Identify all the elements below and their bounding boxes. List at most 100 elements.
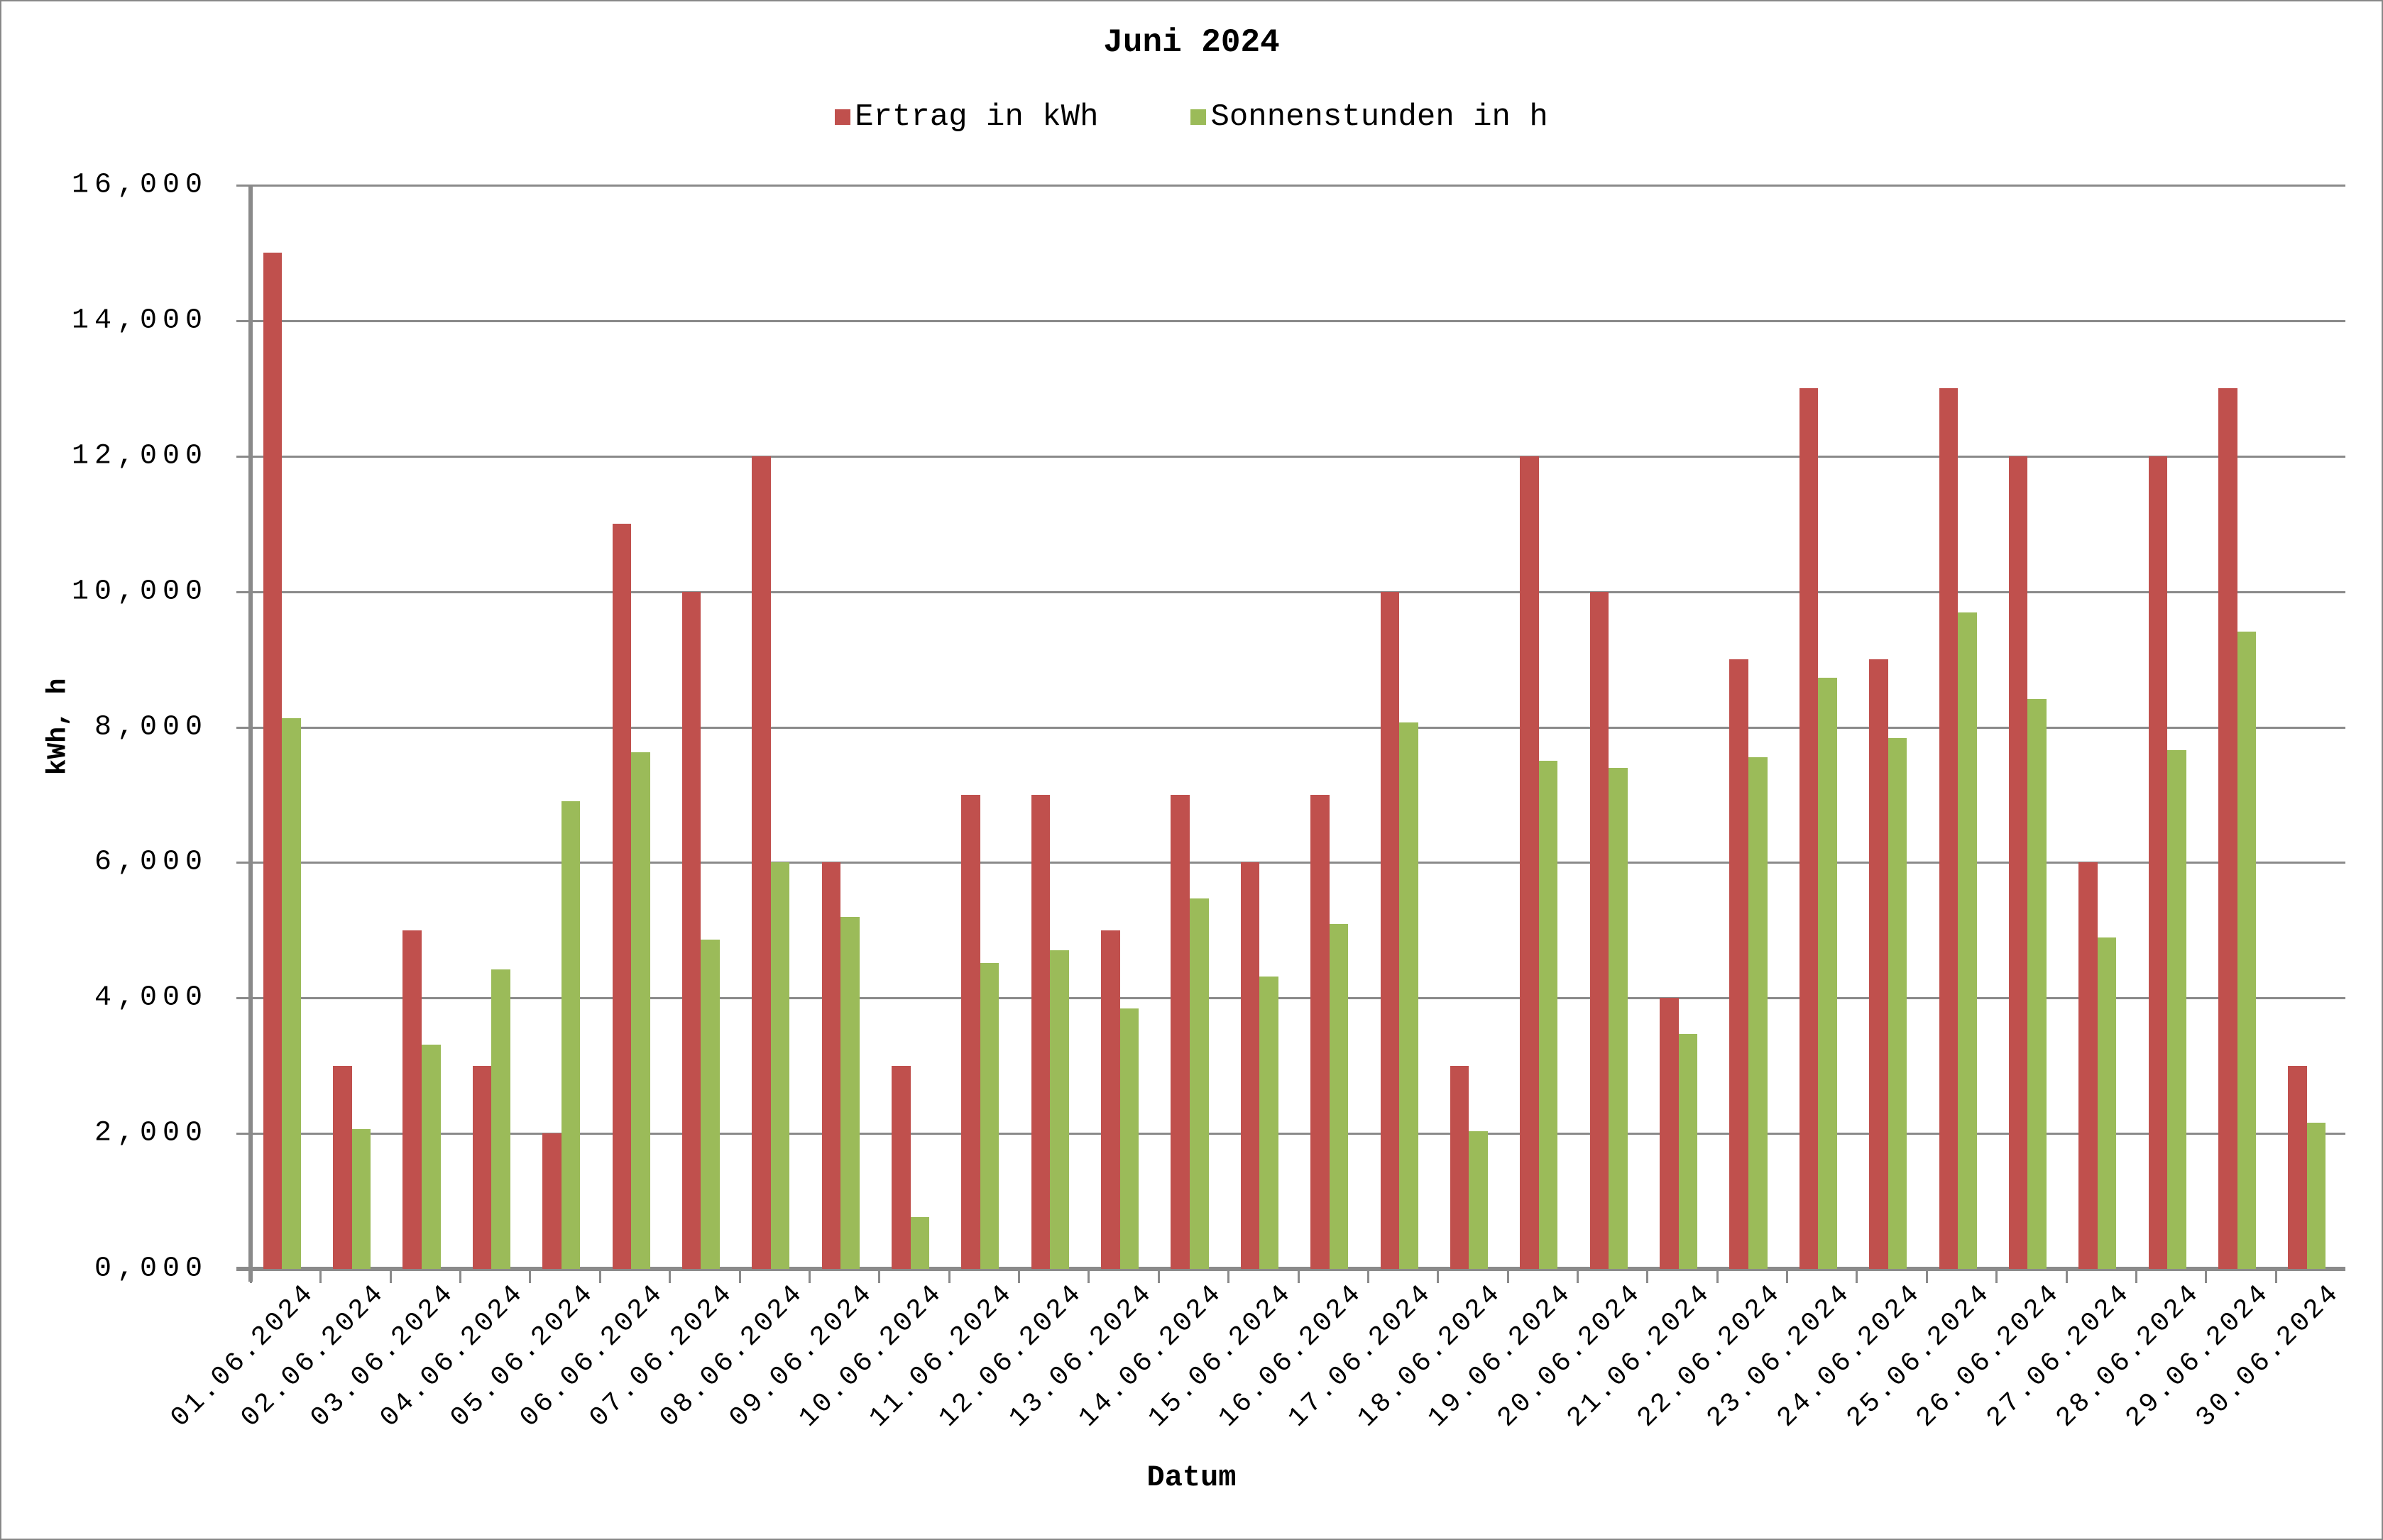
bar-sonnenstunden (1678, 1033, 1698, 1269)
gridline (236, 590, 2345, 593)
x-tick (2205, 1269, 2208, 1283)
x-tick (669, 1269, 672, 1283)
x-tick (1157, 1269, 1160, 1283)
bar-sonnenstunden (1259, 976, 1278, 1269)
bar-sonnenstunden (1050, 950, 1069, 1269)
bar-ertrag (1799, 388, 1819, 1269)
bar-ertrag (1101, 930, 1120, 1269)
bar-ertrag (1939, 388, 1959, 1269)
bar-sonnenstunden (910, 1216, 930, 1269)
legend: Ertrag in kWh Sonnenstunden in h (0, 99, 2383, 135)
x-tick (1018, 1269, 1021, 1283)
x-tick (319, 1269, 322, 1283)
legend-label: Ertrag in kWh (855, 99, 1099, 135)
legend-swatch-green-icon (1190, 109, 1207, 125)
x-tick (529, 1269, 532, 1283)
bar-ertrag (1660, 998, 1679, 1269)
bar-ertrag (333, 1065, 352, 1269)
bar-ertrag (681, 591, 701, 1269)
x-tick (1856, 1269, 1858, 1283)
bar-sonnenstunden (1888, 737, 1907, 1269)
gridline (236, 997, 2345, 1000)
y-tick-label: 16,000 (71, 169, 208, 202)
bar-ertrag (472, 1065, 492, 1269)
legend-item-ertrag: Ertrag in kWh (835, 99, 1098, 135)
bar-ertrag (1310, 794, 1330, 1269)
bar-sonnenstunden (1748, 757, 1768, 1269)
bar-sonnenstunden (1538, 761, 1558, 1269)
bar-ertrag (2148, 456, 2168, 1269)
x-tick (1716, 1269, 1719, 1283)
x-tick (1995, 1269, 1998, 1283)
gridline (236, 185, 2345, 187)
bar-sonnenstunden (1119, 1008, 1139, 1269)
x-tick (1506, 1269, 1509, 1283)
x-tick (2274, 1269, 2277, 1283)
bar-ertrag (1520, 456, 1539, 1269)
gridline (236, 726, 2345, 729)
bar-ertrag (752, 456, 771, 1269)
y-tick-label: 8,000 (94, 711, 208, 743)
x-tick (598, 1269, 601, 1283)
legend-swatch-red-icon (835, 109, 851, 125)
x-tick (1925, 1269, 1928, 1283)
x-tick (878, 1269, 881, 1283)
bar-sonnenstunden (2306, 1122, 2326, 1269)
x-tick (1576, 1269, 1579, 1283)
bar-sonnenstunden (1469, 1131, 1489, 1269)
bar-ertrag (1380, 591, 1400, 1269)
bar-sonnenstunden (1190, 898, 1209, 1269)
x-axis-title: Datum (1146, 1461, 1237, 1495)
y-axis-line (248, 185, 253, 1282)
x-tick (2135, 1269, 2137, 1283)
bar-ertrag (1031, 794, 1051, 1269)
bar-ertrag (1729, 659, 1748, 1269)
bar-sonnenstunden (631, 752, 650, 1269)
bar-sonnenstunden (491, 969, 510, 1269)
x-tick (389, 1269, 392, 1283)
x-tick (1227, 1269, 1230, 1283)
legend-label: Sonnenstunden in h (1210, 99, 1548, 135)
bar-sonnenstunden (282, 718, 301, 1269)
bar-sonnenstunden (1329, 924, 1349, 1269)
legend-item-sonnenstunden: Sonnenstunden in h (1190, 99, 1548, 135)
bar-ertrag (1450, 1065, 1469, 1269)
bar-ertrag (2218, 388, 2237, 1269)
y-tick-label: 0,000 (94, 1253, 208, 1285)
bar-ertrag (2078, 862, 2098, 1269)
y-tick-label: 10,000 (71, 576, 208, 608)
bar-ertrag (1171, 794, 1190, 1269)
x-tick (1088, 1269, 1090, 1283)
bar-ertrag (821, 862, 841, 1269)
bar-sonnenstunden (1609, 767, 1628, 1269)
bar-ertrag (402, 930, 422, 1269)
bar-sonnenstunden (2027, 699, 2047, 1269)
x-tick (808, 1269, 811, 1283)
bar-ertrag (961, 794, 980, 1269)
y-tick-label: 4,000 (94, 981, 208, 1014)
x-tick (459, 1269, 462, 1283)
bar-sonnenstunden (1818, 677, 1837, 1269)
bar-sonnenstunden (2097, 937, 2117, 1269)
x-axis-line (236, 1267, 2345, 1271)
plot-area: 0,000 2,000 4,000 6,000 8,000 10,000 12,000 14,… (72, 170, 2345, 1285)
bar-ertrag (612, 524, 632, 1269)
x-tick (1786, 1269, 1789, 1283)
bar-sonnenstunden (2167, 749, 2186, 1269)
bar-ertrag (1589, 591, 1609, 1269)
x-tick (1646, 1269, 1649, 1283)
bar-ertrag (1240, 862, 1260, 1269)
gridline (236, 862, 2345, 864)
bar-sonnenstunden (980, 962, 999, 1269)
bar-sonnenstunden (561, 801, 581, 1269)
bar-ertrag (263, 253, 283, 1269)
gridline (236, 1133, 2345, 1135)
chart-title: Juni 2024 (1103, 24, 1280, 61)
bar-ertrag (542, 1133, 561, 1269)
bar-ertrag (892, 1065, 911, 1269)
bar-sonnenstunden (840, 916, 860, 1269)
x-tick (948, 1269, 951, 1283)
bar-ertrag (1869, 659, 1888, 1269)
y-tick-label: 12,000 (71, 440, 208, 473)
